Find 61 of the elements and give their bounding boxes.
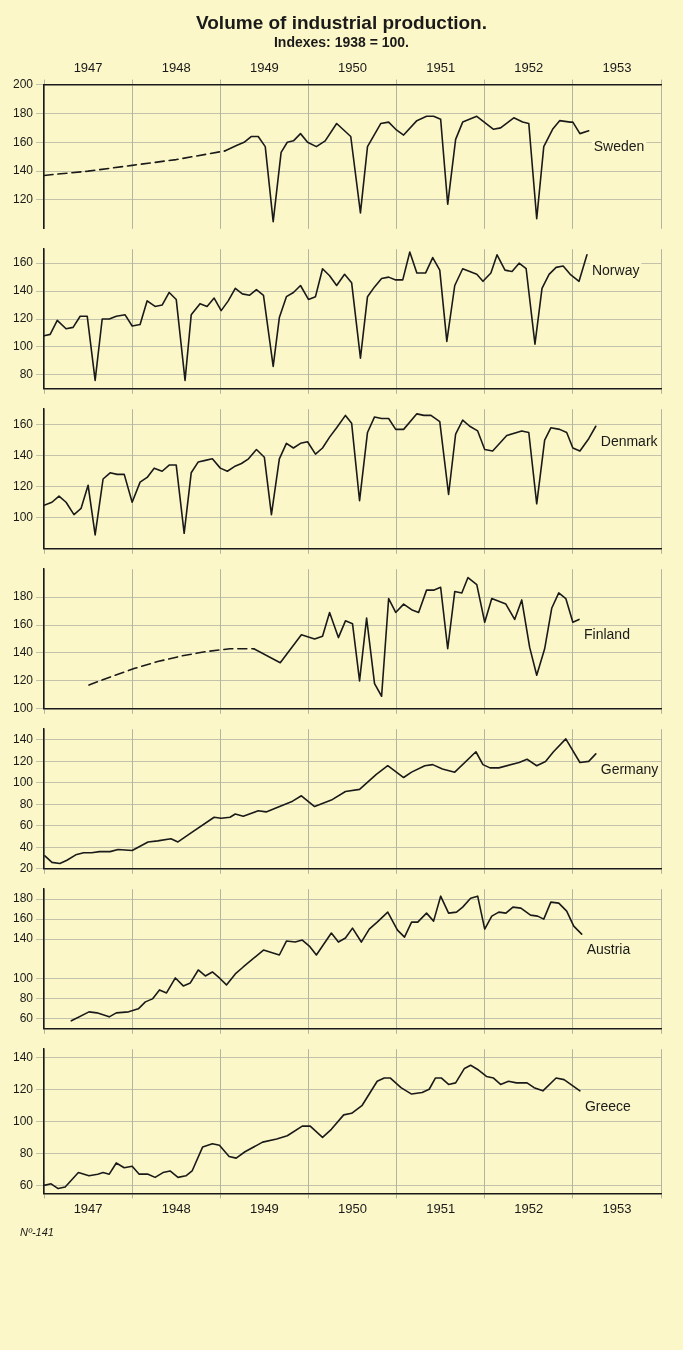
- x-tick-label: 1950: [338, 60, 367, 76]
- y-tick-label: 40: [19, 839, 34, 854]
- y-tick-label: 80: [19, 1145, 34, 1160]
- text: Nº-141: [19, 1225, 55, 1238]
- series-label: Denmark: [600, 433, 659, 450]
- x-tick-label: 1948: [161, 60, 191, 76]
- y-tick-label: 180: [12, 891, 34, 906]
- y-tick-label: 160: [12, 617, 34, 632]
- x-tick-label: 1950: [338, 1200, 367, 1216]
- y-tick-label: 120: [12, 192, 34, 207]
- y-tick-label: 120: [12, 1081, 34, 1096]
- y-tick-label: 80: [19, 796, 34, 811]
- y-tick-label: 180: [12, 589, 34, 604]
- y-tick-label: 200: [12, 76, 34, 91]
- y-tick-label: 140: [12, 732, 34, 747]
- x-tick-label: 1947: [73, 60, 103, 76]
- y-tick-label: 160: [12, 911, 34, 926]
- x-tick-label: 1953: [602, 1200, 632, 1216]
- y-tick-label: 140: [12, 645, 34, 660]
- x-tick-label: 1949: [249, 1200, 279, 1216]
- series-label: Germany: [600, 760, 659, 777]
- y-tick-label: 160: [12, 417, 34, 432]
- y-tick-label: 140: [12, 931, 34, 946]
- y-tick-label: 80: [19, 367, 34, 382]
- series-label: Austria: [586, 940, 631, 957]
- y-tick-label: 180: [12, 105, 34, 120]
- y-tick-label: 120: [12, 311, 34, 326]
- series-label: Norway: [591, 261, 640, 278]
- y-tick-label: 60: [19, 818, 34, 833]
- y-tick-label: 100: [12, 510, 34, 525]
- x-tick-label: 1947: [73, 1200, 103, 1216]
- x-tick-label: 1948: [161, 1200, 191, 1216]
- chart-subtitle: Indexes: 1938 = 100.: [272, 34, 410, 52]
- series-label: Greece: [584, 1097, 632, 1114]
- y-tick-label: 140: [12, 1049, 34, 1064]
- series-label: Finland: [584, 626, 630, 643]
- y-tick-label: 160: [12, 134, 34, 149]
- y-tick-label: 60: [19, 1177, 34, 1192]
- x-tick-label: 1953: [602, 60, 632, 76]
- y-tick-label: 120: [12, 673, 34, 688]
- y-tick-label: 140: [12, 283, 34, 298]
- series-label: Sweden: [593, 137, 645, 154]
- chart-title: Volume of industrial production.: [195, 11, 488, 34]
- x-tick-label: 1952: [514, 1200, 544, 1216]
- y-tick-label: 100: [12, 775, 34, 790]
- y-tick-label: 100: [12, 1113, 34, 1128]
- y-tick-label: 160: [12, 255, 34, 270]
- y-tick-label: 20: [19, 861, 34, 876]
- x-tick-label: 1951: [426, 60, 456, 76]
- x-tick-label: 1952: [514, 60, 544, 76]
- y-tick-label: 120: [12, 753, 34, 768]
- x-tick-label: 1949: [249, 60, 279, 76]
- y-tick-label: 100: [12, 971, 34, 986]
- y-tick-label: 80: [19, 991, 34, 1006]
- y-tick-label: 100: [12, 701, 34, 716]
- y-tick-label: 120: [12, 479, 34, 494]
- x-tick-label: 1951: [426, 1200, 456, 1216]
- y-tick-label: 140: [12, 448, 34, 463]
- y-tick-label: 140: [12, 163, 34, 178]
- y-tick-label: 100: [12, 339, 34, 354]
- y-tick-label: 60: [19, 1011, 34, 1026]
